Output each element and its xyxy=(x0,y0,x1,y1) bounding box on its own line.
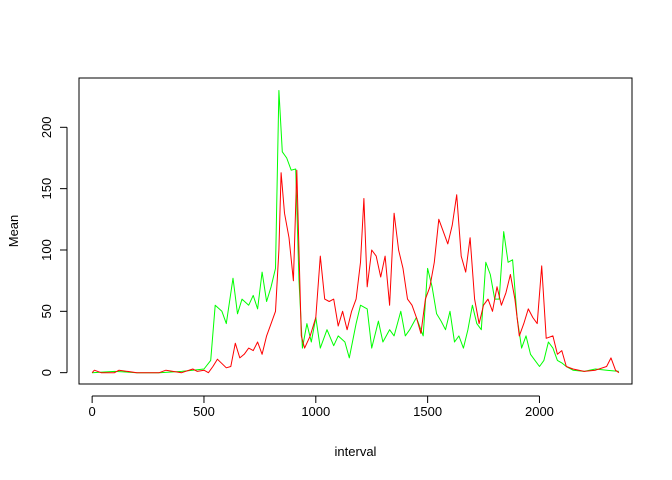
x-tick-label: 2000 xyxy=(525,404,554,419)
series-line-2 xyxy=(91,169,620,374)
x-tick-label: 1500 xyxy=(413,404,442,419)
series-line-1 xyxy=(92,90,619,374)
y-axis-title: Mean xyxy=(6,215,21,248)
x-tick-label: 0 xyxy=(89,404,96,419)
y-tick-label: 150 xyxy=(39,178,54,200)
x-axis-title: interval xyxy=(335,444,377,459)
x-axis: 0 500 1000 1500 2000 xyxy=(89,395,554,419)
y-axis: 0 50 100 150 200 xyxy=(39,116,68,376)
plot-frame xyxy=(78,77,633,385)
series-layer xyxy=(91,90,620,374)
y-tick-label: 0 xyxy=(39,369,54,376)
y-tick-label: 50 xyxy=(39,304,54,318)
y-tick-label: 100 xyxy=(39,239,54,261)
x-tick-label: 500 xyxy=(193,404,215,419)
x-tick-label: 1000 xyxy=(301,404,330,419)
y-tick-label: 200 xyxy=(39,116,54,138)
